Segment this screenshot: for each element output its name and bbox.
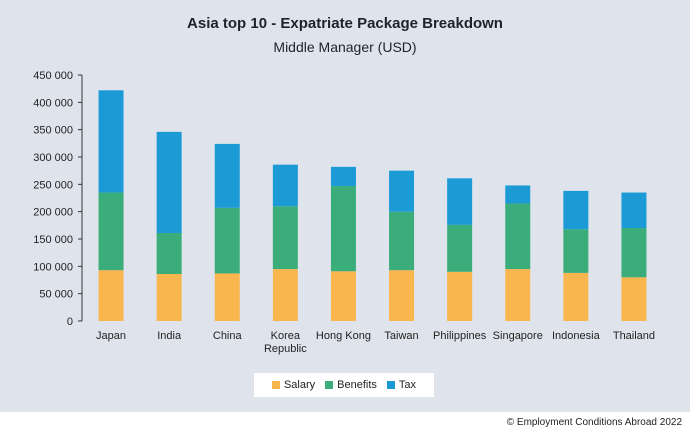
bar-chart: 0 50 000 100 000 150 000 200 000 250 000 300 0… (33, 70, 655, 355)
legend-item-salary: Salary (271, 379, 316, 391)
bar-salary-philippines (447, 271, 473, 321)
bar-tax-indonesia (563, 190, 589, 230)
bar-benefits-philippines (447, 224, 473, 272)
x-tick-label: Singapore (493, 330, 543, 342)
x-axis: Japan India China Korea Republic Hong Kong Tai… (96, 330, 655, 355)
y-tick-label: 250 000 (33, 179, 73, 191)
bar-salary-japan (98, 270, 124, 321)
bar-benefits-hong-kong (330, 185, 356, 272)
y-axis: 0 50 000 100 000 150 000 200 000 250 000 300 0… (33, 70, 83, 328)
bar-tax-china (214, 143, 240, 208)
y-tick-label: 350 000 (33, 125, 73, 137)
y-tick-label: 0 (67, 316, 73, 328)
bar-tax-thailand (621, 192, 647, 229)
x-tick-label: Thailand (613, 330, 655, 342)
x-tick-label: China (213, 330, 243, 342)
bar-tax-japan (98, 90, 124, 193)
bar-salary-hong-kong (330, 271, 356, 321)
bar-benefits-korea-republic (272, 206, 298, 270)
legend-item-benefits: Benefits (325, 379, 377, 391)
legend-label-tax: Tax (398, 379, 417, 391)
bar-benefits-china (214, 207, 240, 274)
x-tick-label: India (157, 330, 182, 342)
legend-label-benefits: Benefits (337, 379, 377, 391)
legend-item-tax: Tax (386, 379, 417, 391)
chart-title: Asia top 10 - Expatriate Package Breakdo… (187, 15, 503, 32)
legend-swatch-tax (386, 381, 395, 389)
y-tick-label: 200 000 (33, 207, 73, 219)
bar-tax-india (156, 131, 182, 233)
bar-tax-taiwan (389, 170, 415, 212)
y-tick-label: 150 000 (33, 234, 73, 246)
x-tick-label: Indonesia (552, 330, 601, 342)
bar-benefits-india (156, 232, 182, 274)
bar-tax-philippines (447, 178, 473, 225)
bar-benefits-taiwan (389, 211, 415, 271)
chart-subtitle: Middle Manager (USD) (273, 39, 417, 55)
copyright-text: © Employment Conditions Abroad 2022 (506, 417, 682, 428)
x-tick-label: Japan (96, 330, 126, 342)
legend-swatch-salary (271, 381, 280, 389)
bar-benefits-thailand (621, 228, 647, 278)
bar-salary-thailand (621, 277, 647, 321)
legend-swatch-benefits (325, 381, 334, 389)
legend: Salary Benefits Tax (254, 373, 434, 397)
bar-salary-singapore (505, 269, 531, 321)
bar-tax-singapore (505, 185, 531, 204)
bar-group (98, 90, 647, 321)
bar-tax-korea-republic (272, 164, 298, 207)
y-tick-label: 300 000 (33, 152, 73, 164)
x-tick-label: Hong Kong (316, 330, 371, 342)
bar-salary-indonesia (563, 272, 589, 321)
x-tick-label: Korea Republic (264, 330, 307, 355)
bar-salary-korea-republic (272, 269, 298, 321)
y-tick-label: 400 000 (33, 97, 73, 109)
x-tick-label: Philippines (433, 330, 487, 342)
y-tick-label: 450 000 (33, 70, 73, 82)
legend-label-salary: Salary (283, 379, 316, 391)
bar-benefits-japan (98, 192, 124, 271)
bar-salary-india (156, 273, 182, 321)
bar-benefits-indonesia (563, 229, 589, 273)
bar-salary-taiwan (389, 270, 415, 321)
bar-salary-china (214, 273, 240, 321)
x-tick-label: Taiwan (384, 330, 418, 342)
y-tick-label: 50 000 (39, 289, 73, 301)
bar-tax-hong-kong (330, 166, 356, 186)
y-tick-label: 100 000 (33, 261, 73, 273)
bar-benefits-singapore (505, 203, 531, 270)
